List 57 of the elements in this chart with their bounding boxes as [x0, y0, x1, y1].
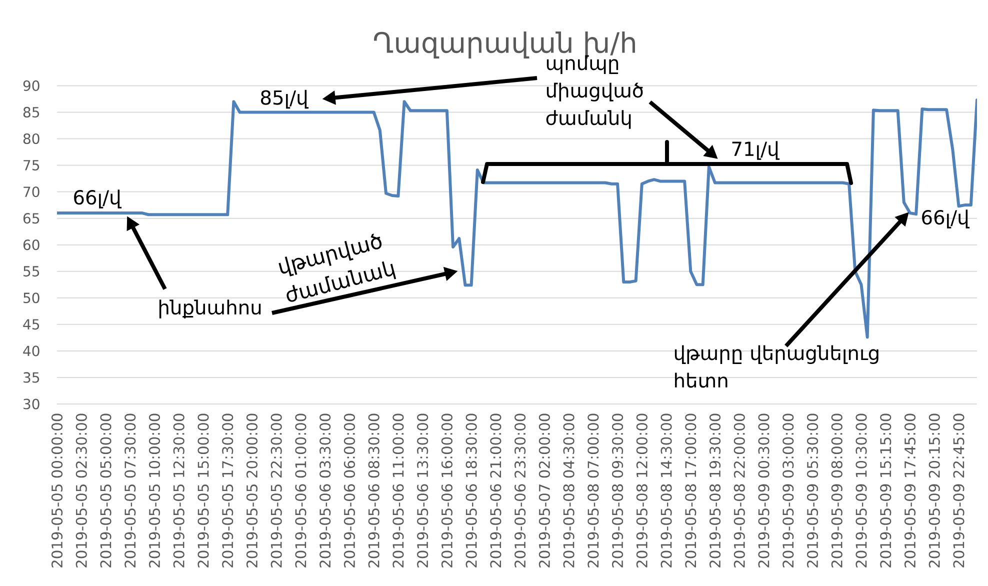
x-tick-label: 2019-05-05 10:00:00 — [148, 414, 160, 568]
x-tick-label: 2019-05-05 02:30:00 — [76, 414, 87, 568]
x-tick-label: 2019-05-09 03:00:00 — [782, 414, 794, 568]
x-tick-label: 2019-05-08 14:30:00 — [660, 414, 672, 568]
x-tick-label: 2019-05-06 23:30:00 — [514, 414, 526, 568]
y-tick-label: 65 — [23, 213, 40, 224]
y-tick-label: 45 — [23, 319, 40, 330]
annotation: ինքնահոս — [159, 300, 261, 318]
x-tick-label: 2019-05-08 17:00:00 — [685, 414, 696, 568]
x-tick-label: 2019-05-06 03:30:00 — [320, 414, 331, 568]
x-tick-label: 2019-05-08 19:30:00 — [709, 414, 721, 568]
x-tick-label: 2019-05-06 08:30:00 — [368, 414, 380, 568]
x-tick-label: 2019-05-09 22:45:00 — [953, 414, 964, 568]
x-tick-label: 2019-05-09 10:30:00 — [856, 414, 867, 568]
x-tick-label: 2019-05-05 15:00:00 — [198, 414, 209, 568]
x-tick-label: 2019-05-09 05:30:00 — [806, 414, 818, 568]
annotation: 85լ/վ — [261, 90, 309, 109]
y-tick-label: 50 — [24, 292, 40, 304]
x-tick-label: 2019-05-08 04:30:00 — [563, 414, 574, 568]
y-tick-label: 55 — [24, 266, 40, 277]
x-tick-label: 2019-05-09 00:30:00 — [758, 414, 770, 568]
annotation: 66լ/վ — [74, 190, 122, 208]
x-tick-label: 2019-05-08 07:00:00 — [588, 414, 599, 568]
x-tick-label: 2019-05-08 12:00:00 — [636, 414, 648, 568]
y-tick-label: 70 — [24, 186, 40, 198]
x-tick-label: 2019-05-05 00:00:00 — [51, 414, 63, 568]
x-tick-label: 2019-05-05 05:00:00 — [100, 414, 112, 568]
x-tick-label: 2019-05-06 18:30:00 — [466, 414, 477, 568]
x-tick-label: 2019-05-06 01:00:00 — [295, 414, 306, 568]
x-tick-label: 2019-05-09 08:00:00 — [831, 414, 842, 568]
x-tick-label: 2019-05-06 13:30:00 — [417, 414, 428, 568]
y-tick-label: 75 — [24, 160, 40, 170]
y-tick-label: 30 — [24, 398, 40, 410]
x-tick-label: 2019-05-09 17:45:00 — [904, 414, 916, 568]
annotation: վթարը վերացնելուց հետո — [674, 345, 878, 388]
x-tick-label: 2019-05-08 22:00:00 — [734, 414, 745, 568]
x-tick-label: 2019-05-05 17:30:00 — [222, 414, 234, 568]
x-tick-label: 2019-05-09 15:15:00 — [880, 414, 892, 568]
y-tick-label: 80 — [23, 133, 40, 144]
y-tick-label: 40 — [23, 346, 40, 356]
x-tick-label: 2019-05-06 06:00:00 — [344, 414, 356, 568]
y-tick-label: 35 — [24, 372, 40, 383]
annotation: 66լ/վ — [922, 210, 970, 228]
y-tick-label: 60 — [23, 240, 40, 250]
x-tick-label: 2019-05-06 21:00:00 — [490, 414, 502, 568]
x-tick-label: 2019-05-08 09:30:00 — [612, 414, 624, 568]
x-tick-label: 2019-05-07 02:00:00 — [538, 414, 550, 568]
annotation: 71լ/վ — [732, 141, 780, 160]
x-tick-label: 2019-05-05 12:30:00 — [173, 414, 184, 568]
x-tick-label: 2019-05-09 20:15:00 — [928, 414, 940, 568]
x-tick-label: 2019-05-06 11:00:00 — [392, 414, 404, 568]
y-tick-label: 90 — [23, 80, 40, 91]
x-tick-label: 2019-05-05 22:30:00 — [270, 414, 282, 568]
x-tick-label: 2019-05-06 16:00:00 — [441, 414, 452, 568]
y-tick-label: 85 — [23, 106, 40, 118]
x-tick-label: 2019-05-05 07:30:00 — [124, 414, 136, 568]
x-tick-label: 2019-05-05 20:00:00 — [246, 414, 258, 568]
